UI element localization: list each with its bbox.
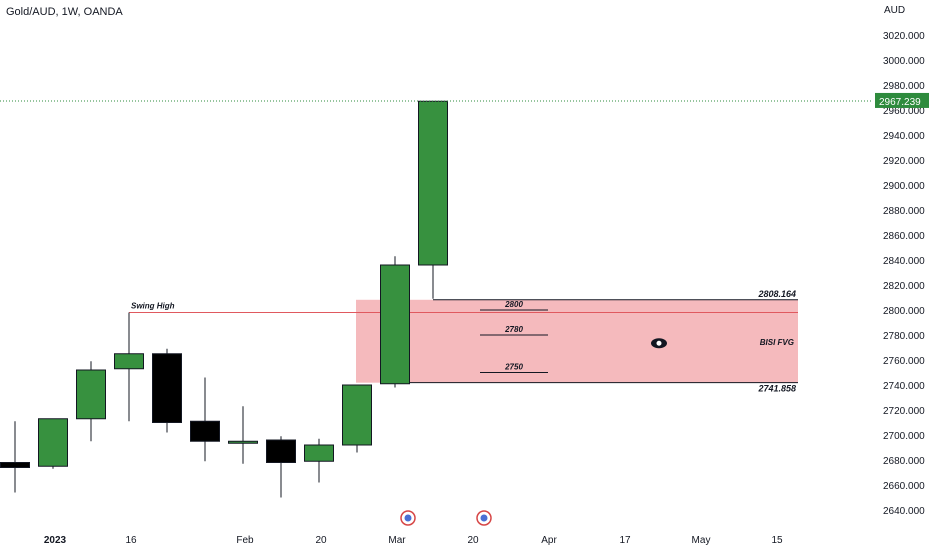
price-axis-tick: 2680.000 [883,456,925,467]
price-axis-tick: 2700.000 [883,431,925,442]
candle-body[interactable] [76,369,106,420]
swing-high-label: Swing High [131,302,175,311]
candle-body[interactable] [418,100,448,266]
level-label: 2780 [504,325,523,334]
candle-body[interactable] [0,462,30,468]
economic-event-icon-inner [404,514,412,522]
price-axis-tick: 2640.000 [883,506,925,517]
economic-event-icon-inner [480,514,488,522]
current-price-tag [875,92,929,108]
price-axis-tick: 2760.000 [883,356,925,367]
time-axis-tick: Feb [236,535,254,546]
time-axis-tick: Mar [388,535,406,546]
candle-body[interactable] [342,384,372,446]
level-label: 2750 [504,363,523,372]
candle-body[interactable] [114,353,144,370]
candle-body[interactable] [304,444,334,462]
price-axis-tick: 2780.000 [883,331,925,342]
price-axis-tick: 2660.000 [883,481,925,492]
price-axis-tick: 2900.000 [883,181,925,192]
candle-body[interactable] [380,264,410,385]
price-axis-tick: 2740.000 [883,381,925,392]
candle-body[interactable] [266,439,296,463]
eye-icon-pupil [656,340,662,346]
price-axis-tick: 2860.000 [883,231,925,242]
candle-body[interactable] [152,353,182,423]
time-axis-tick: May [692,535,711,546]
candle-body[interactable] [38,418,68,467]
fvg-bottom-label: 2741.858 [757,384,796,394]
time-axis-tick: 20 [315,535,327,546]
time-axis-tick: 2023 [44,535,67,546]
fvg-top-label: 2808.164 [757,289,796,299]
price-axis-tick: 2820.000 [883,281,925,292]
price-axis-tick: 2880.000 [883,206,925,217]
price-axis-tick: 2840.000 [883,256,925,267]
time-axis-tick: 17 [619,535,631,546]
time-axis-tick: 15 [771,535,783,546]
time-axis-tick: 20 [467,535,479,546]
time-axis-tick: 16 [125,535,137,546]
candle-body[interactable] [190,420,220,442]
price-axis-tick: 2800.000 [883,306,925,317]
price-axis-tick: 3000.000 [883,56,925,67]
fvg-zone-label: BISI FVG [760,338,794,347]
price-axis-tick: 2980.000 [883,81,925,92]
price-axis-tick: 2960.000 [883,106,925,117]
candle-body[interactable] [228,440,258,444]
price-axis-tick: 3020.000 [883,31,925,42]
level-label: 2800 [504,300,523,309]
symbol-title: Gold/AUD, 1W, OANDA [6,6,123,18]
price-axis-tick: 2720.000 [883,406,925,417]
price-axis-tick: 2940.000 [883,131,925,142]
fvg-zone[interactable] [356,299,798,383]
current-price-label: 2967.239 [879,97,921,108]
time-axis-tick: Apr [541,535,557,546]
price-axis-currency: AUD [884,5,906,16]
price-axis-tick: 2920.000 [883,156,925,167]
